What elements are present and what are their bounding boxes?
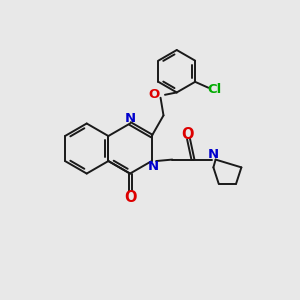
Text: N: N (208, 148, 219, 161)
Text: O: O (124, 190, 136, 206)
Text: O: O (148, 88, 160, 101)
Text: O: O (181, 127, 193, 142)
Text: Cl: Cl (207, 83, 221, 96)
Text: N: N (148, 160, 159, 173)
Text: N: N (124, 112, 136, 125)
